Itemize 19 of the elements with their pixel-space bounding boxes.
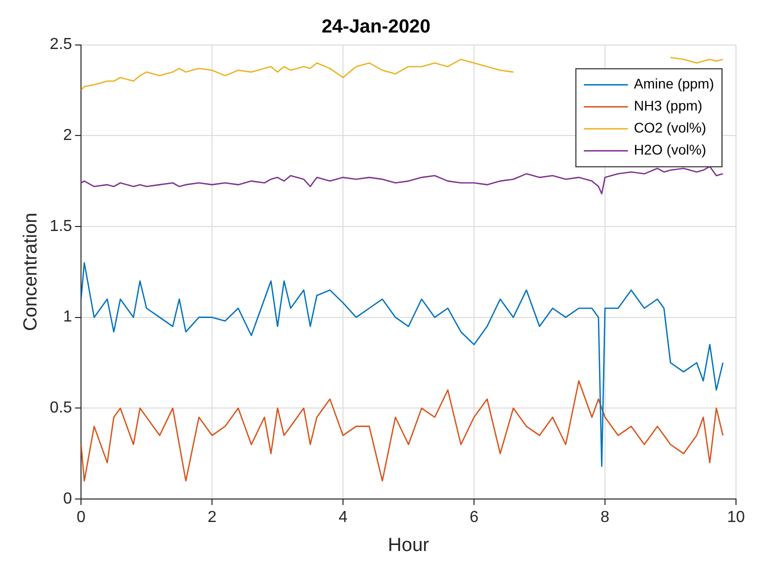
- x-tick-label: 0: [76, 509, 86, 526]
- y-tick-label: 0: [63, 490, 72, 508]
- x-tick-label: 10: [727, 509, 745, 526]
- x-tick-label: 2: [208, 509, 217, 526]
- legend-label: NH3 (ppm): [634, 98, 702, 114]
- x-axis-title: Hour: [388, 534, 430, 556]
- y-tick-label: 2.5: [50, 36, 72, 54]
- legend-label: H2O (vol%): [634, 142, 706, 158]
- x-tick-label: 8: [600, 509, 610, 526]
- y-tick-label: 2: [63, 127, 72, 144]
- y-tick-label: 0.5: [50, 400, 72, 417]
- legend-label: CO2 (vol%): [634, 120, 706, 136]
- legend-label: Amine (ppm): [634, 76, 714, 92]
- y-axis-title: Concentration: [20, 212, 42, 332]
- y-tick-label: 1.5: [50, 218, 72, 235]
- x-tick-label: 6: [470, 509, 479, 526]
- y-tick-label: 1: [63, 308, 72, 326]
- x-tick-label: 4: [338, 509, 348, 526]
- chart-title: 24-Jan-2020: [322, 16, 430, 38]
